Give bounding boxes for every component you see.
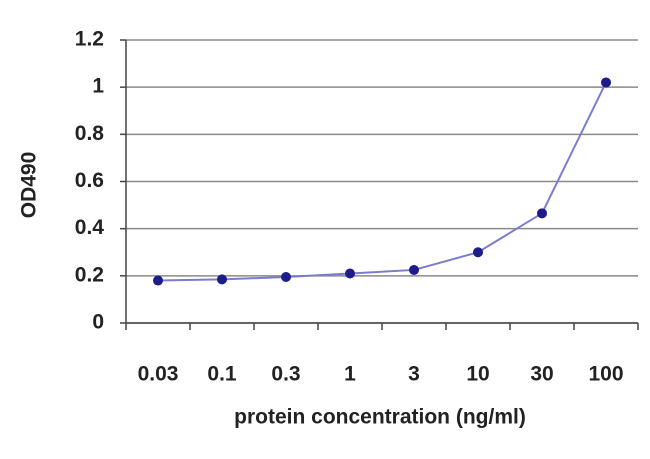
x-tick-label: 30: [530, 363, 553, 386]
data-point: [601, 77, 611, 88]
y-axis-title: OD490: [18, 152, 41, 219]
series-line: [157, 82, 607, 282]
data-point: [345, 268, 355, 279]
y-tick-label: 0.8: [75, 122, 105, 145]
y-tick-label: 0.6: [75, 169, 104, 192]
data-point: [537, 208, 547, 219]
x-tick-label: 10: [466, 363, 489, 386]
x-tick-label: 100: [588, 363, 623, 386]
data-point: [153, 275, 163, 286]
y-tick-label: 0.2: [75, 263, 104, 286]
y-tick-label: 1.2: [75, 28, 104, 51]
x-tick-label: 1: [344, 363, 356, 386]
y-tick-label: 0: [92, 311, 104, 334]
x-tick-label: 0.03: [138, 363, 179, 386]
y-tick-label: 1: [92, 75, 104, 98]
data-point: [217, 274, 227, 285]
y-tick-label: 0.4: [75, 216, 105, 239]
x-tick-label: 3: [408, 363, 420, 386]
data-point: [409, 264, 419, 275]
x-tick-label: 0.1: [207, 363, 237, 386]
x-axis-title: protein concentration (ng/ml): [234, 406, 526, 429]
data-point: [473, 247, 483, 258]
x-tick-label: 0.3: [271, 363, 300, 386]
data-point: [281, 272, 291, 283]
